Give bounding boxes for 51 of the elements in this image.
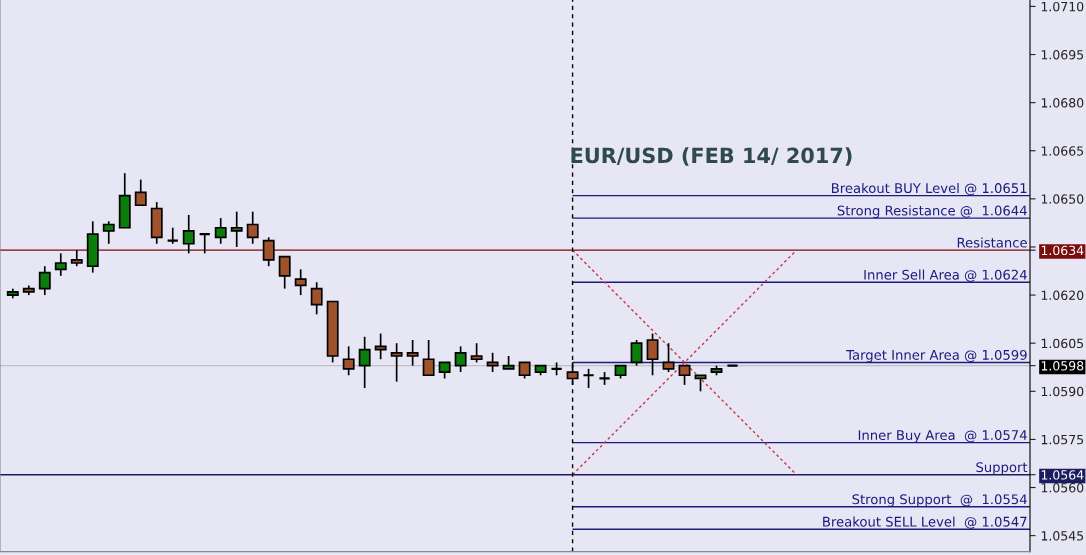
candlestick [646,332,659,377]
y-tick-label: 1.0650 [1041,194,1084,204]
y-tick-label: 1.0560 [1041,482,1084,493]
ref-line-label: Inner Buy Area @ 1.0574 [858,430,1027,443]
candlestick [246,210,259,245]
y-tick-label: 1.0590 [1041,386,1084,397]
candlestick [182,214,195,255]
ref-line-label: Breakout BUY Level @ 1.0651 [832,182,1027,196]
ref-line-label: Strong Support @ 1.0554 [852,494,1027,507]
ref-line-label: Support [976,462,1028,475]
y-tick-label: 1.0620 [1041,290,1084,301]
candlestick [566,361,579,386]
candlestick [278,255,291,290]
ref-line-label: Inner Sell Area @ 1.0624 [864,269,1027,282]
candlestick [470,342,483,364]
y-tick-label: 1.0564 [1041,470,1084,480]
candlestick [294,268,307,296]
candlestick [310,281,323,316]
candlestick [102,220,115,245]
ref-line-label: Resistance [957,237,1027,248]
candlestick [230,210,243,248]
candlestick [262,236,275,268]
ref-line-label: Strong Resistance @ 1.0644 [837,205,1027,219]
y-tick-label: 1.0598 [1041,361,1084,371]
y-tick-label: 1.0665 [1041,146,1084,156]
y-tick-label: 1.0710 [1041,1,1084,12]
candlestick [342,345,355,377]
candlestick [678,364,691,386]
text: EUR/USD (FEB 14/ 2017) [571,147,852,166]
candlestick [166,226,179,245]
candlestick [198,233,211,255]
candlestick [38,265,51,296]
y-tick-label: 1.0680 [1041,98,1084,108]
y-tick-label: 1.0634 [1041,245,1084,256]
candlestick [630,339,643,367]
candlestick [582,368,595,389]
candlestick [662,342,675,373]
candlestick [454,345,467,373]
candlestick [422,339,435,377]
candlestick [54,252,67,277]
ref-line-label: Breakout SELL Level @ 1.0547 [823,516,1027,529]
candlestick [390,342,403,383]
candlestick [214,217,227,245]
y-tick-label: 1.0605 [1041,338,1084,349]
ref-line-label: Target Inner Area @ 1.0599 [846,349,1027,363]
candlestick [134,178,147,207]
y-tick-label: 1.0545 [1041,531,1084,541]
candlestick [358,335,371,389]
y-tick-label: 1.0575 [1041,434,1084,445]
y-tick-label: 1.0695 [1041,50,1084,60]
candlestick [406,339,419,367]
